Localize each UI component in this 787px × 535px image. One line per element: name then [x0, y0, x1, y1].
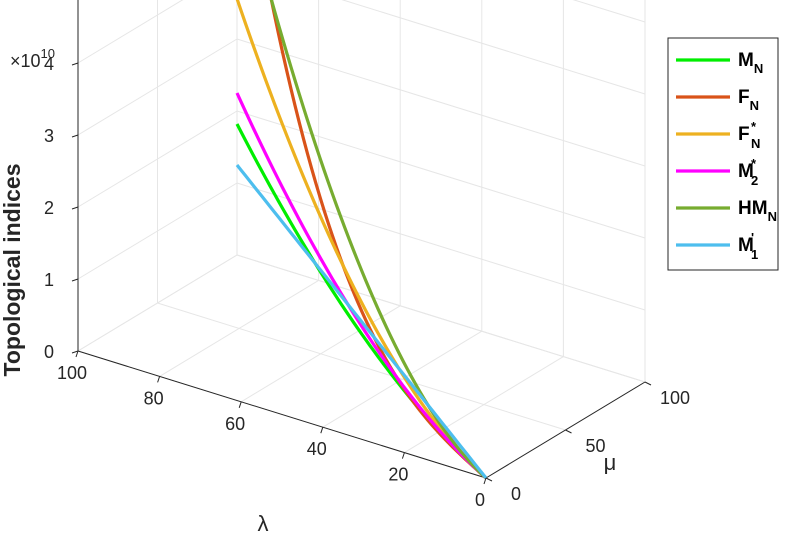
z-tick-label: 3	[44, 126, 54, 146]
legend-label: MN	[738, 50, 763, 76]
grid-line	[236, 110, 646, 239]
y-tick-label: 100	[660, 388, 690, 408]
grid-line	[236, 254, 646, 383]
legend-label: HMN	[738, 198, 777, 224]
z-exponent-label: ×1010	[10, 46, 55, 71]
grid-line	[77, 0, 184, 64]
legend-label: M* 2	[738, 156, 758, 188]
x-tick-label: 40	[307, 439, 327, 459]
z-tick-mark	[71, 206, 79, 210]
x-tick-mark	[157, 376, 161, 383]
y-tick-mark	[565, 429, 572, 434]
legend-label: FN	[738, 87, 759, 113]
series-line	[235, 92, 488, 480]
x-tick-mark	[238, 401, 242, 408]
x-axis-label: λ	[258, 511, 269, 535]
x-tick-mark	[75, 350, 79, 358]
grid-line	[77, 38, 238, 136]
z-tick-label: 5	[44, 0, 54, 2]
y-tick-mark	[485, 477, 493, 482]
legend-label: M' 1	[738, 230, 758, 262]
z-tick-mark	[71, 62, 79, 66]
z-tick-label: 1	[44, 270, 54, 290]
z-tick-mark	[71, 350, 79, 354]
x-tick-mark	[483, 477, 487, 485]
y-tick-label: 0	[511, 484, 521, 504]
series-line	[235, 0, 488, 480]
z-tick-label: 0	[44, 342, 54, 362]
z-tick-mark	[71, 134, 79, 138]
legend: MN FN F* N M* 2 HMN M' 1	[667, 37, 779, 271]
z-tick-label: 2	[44, 198, 54, 218]
series-line	[269, 0, 488, 480]
x-axis-line	[77, 350, 487, 479]
grid-line	[77, 182, 238, 280]
z-axis-label: Topological indices	[0, 164, 25, 377]
grid-line	[236, 182, 646, 311]
z-tick-mark	[71, 278, 79, 282]
z-exponent-base: ×10	[10, 51, 41, 71]
x-tick-label: 80	[144, 388, 164, 408]
x-tick-label: 20	[388, 465, 408, 485]
z-tick-label: 4	[44, 54, 54, 74]
z-exponent-power: 10	[41, 46, 55, 61]
ticks-layer: 100806040200050100012345	[44, 0, 690, 510]
series-line	[235, 164, 488, 479]
grid-line	[77, 254, 238, 352]
series-line	[269, 0, 488, 480]
grid-line	[572, 0, 646, 23]
grid-line	[157, 302, 566, 431]
y-axis-label: μ	[604, 450, 617, 475]
x-tick-label: 60	[225, 414, 245, 434]
grid-line	[341, 0, 646, 95]
x-tick-label: 100	[57, 363, 87, 383]
x-tick-label: 0	[475, 490, 485, 510]
grid-line	[236, 38, 646, 167]
grid-line	[77, 110, 238, 208]
series-layer	[235, 0, 488, 480]
legend-box	[667, 37, 779, 271]
y-tick-label: 50	[585, 436, 605, 456]
x-tick-mark	[401, 452, 405, 459]
y-tick-mark	[644, 381, 652, 386]
x-tick-mark	[320, 427, 324, 434]
legend-label: F* N	[738, 119, 760, 151]
